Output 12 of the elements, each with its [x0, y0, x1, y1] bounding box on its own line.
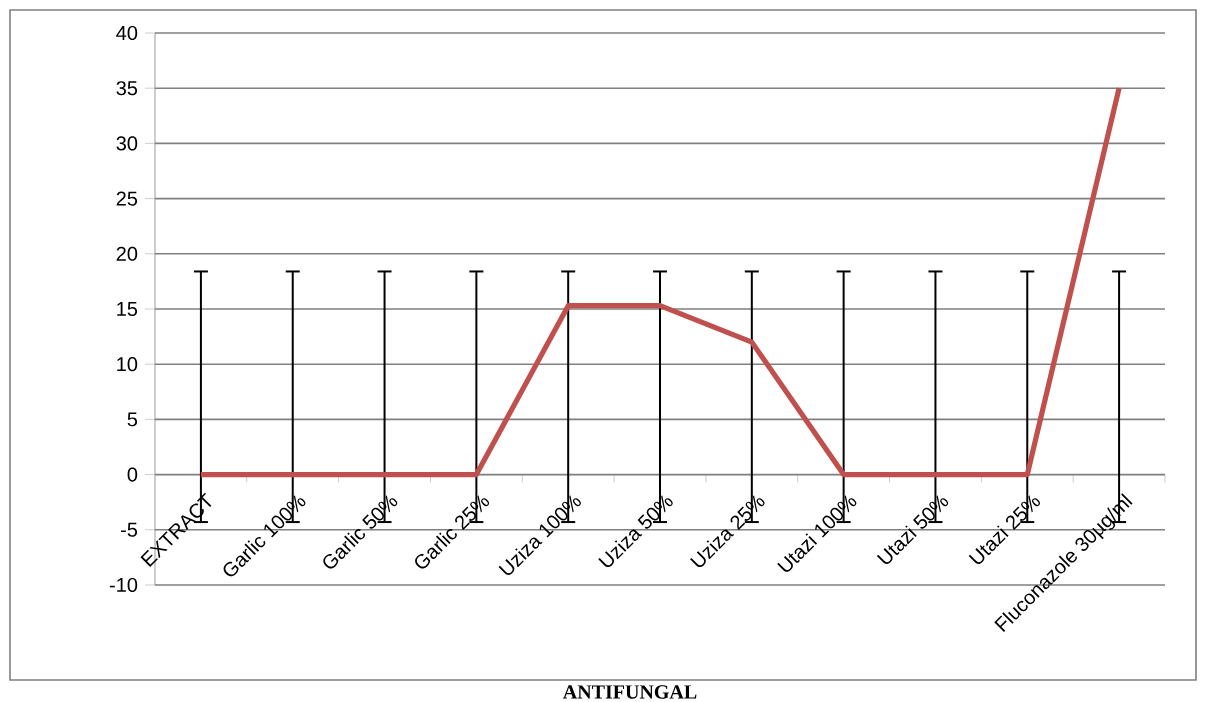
- x-axis-title: ANTIFUNGAL: [562, 685, 697, 699]
- y-tick-label: -10: [109, 577, 138, 593]
- y-tick-label: 15: [117, 302, 138, 316]
- y-tick-label: 0: [127, 467, 138, 482]
- y-tick-label: 5: [127, 412, 138, 427]
- y-tick-label: 10: [117, 357, 138, 372]
- y-tick-label: 35: [116, 81, 138, 96]
- y-tick-label: 40: [116, 25, 138, 41]
- y-tick-label: 25: [116, 191, 138, 206]
- y-tick-label: -5: [121, 522, 138, 537]
- y-tick-label: 30: [116, 136, 138, 151]
- y-tick-label: 20: [116, 246, 138, 261]
